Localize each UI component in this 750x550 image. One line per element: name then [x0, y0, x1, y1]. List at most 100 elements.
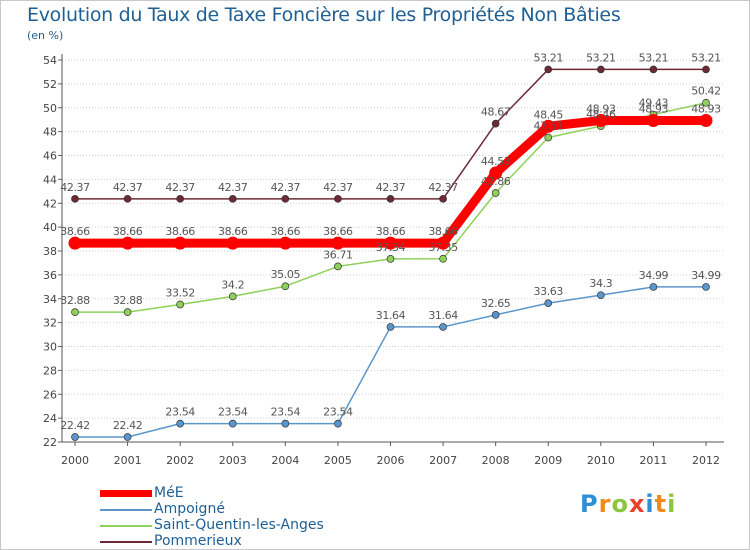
- data-point: [594, 114, 608, 128]
- y-tick-label: 54: [43, 54, 57, 67]
- legend-item: Saint-Quentin-les-Anges: [100, 517, 360, 534]
- data-point: [541, 119, 555, 133]
- data-label: 31.64: [376, 309, 406, 322]
- data-label: 23.54: [165, 406, 195, 419]
- data-label: 42.37: [428, 181, 458, 194]
- data-label: 42.37: [113, 181, 143, 194]
- data-point: [491, 189, 500, 197]
- legend-swatch: [100, 525, 152, 527]
- data-point: [226, 236, 240, 250]
- data-label: 38.66: [165, 225, 195, 238]
- data-point: [544, 133, 553, 142]
- data-label: 31.64: [428, 309, 458, 322]
- data-point: [491, 119, 500, 128]
- x-tick-label: 2012: [692, 454, 720, 467]
- data-label: 32.88: [113, 294, 143, 307]
- data-label: 38.66: [113, 225, 143, 238]
- legend-label: Ampoigné: [154, 501, 225, 517]
- x-tick-label: 2002: [166, 454, 194, 467]
- legend-label: Saint-Quentin-les-Anges: [154, 517, 324, 533]
- data-label: 34.99: [691, 269, 721, 282]
- data-label: 37.35: [428, 241, 458, 254]
- legend-item: MéE: [100, 485, 360, 502]
- data-label: 35.05: [271, 268, 301, 281]
- data-point: [281, 194, 290, 203]
- data-label: 38.66: [428, 225, 458, 238]
- data-point: [123, 194, 132, 203]
- data-point: [702, 65, 710, 74]
- proxiti-logo: Proxiti: [580, 490, 677, 518]
- data-point: [281, 419, 290, 428]
- data-point: [649, 283, 658, 291]
- data-label: 42.37: [376, 181, 406, 194]
- data-point: [596, 291, 605, 300]
- data-point: [699, 114, 713, 128]
- data-point: [386, 255, 395, 263]
- data-label: 32.88: [60, 294, 90, 307]
- data-label: 53.21: [586, 51, 616, 64]
- x-tick-label: 2001: [114, 454, 142, 467]
- data-label: 37.34: [376, 241, 406, 254]
- data-label: 38.66: [376, 225, 406, 238]
- data-point: [649, 65, 658, 74]
- data-point: [544, 65, 553, 74]
- data-label: 53.21: [691, 51, 721, 64]
- data-label: 42.37: [165, 181, 195, 194]
- legend-swatch: [100, 541, 152, 543]
- y-tick-label: 32: [43, 317, 57, 330]
- x-tick-label: 2008: [482, 454, 510, 467]
- data-point: [386, 323, 395, 331]
- data-label: 38.66: [60, 225, 90, 238]
- data-label: 42.86: [481, 175, 511, 188]
- legend-label: Pommerieux: [154, 533, 242, 549]
- data-label: 48.45: [534, 108, 564, 121]
- data-label: 42.37: [60, 181, 90, 194]
- data-label: 34.3: [589, 277, 612, 290]
- x-tick-label: 2005: [324, 454, 352, 467]
- data-point: [176, 194, 185, 203]
- data-label: 53.21: [639, 51, 669, 64]
- data-point: [702, 283, 710, 291]
- y-tick-label: 36: [43, 269, 57, 282]
- data-point: [121, 236, 135, 250]
- y-tick-label: 46: [43, 150, 57, 163]
- data-label: 44.53: [481, 155, 511, 168]
- y-tick-label: 48: [43, 126, 57, 139]
- y-tick-label: 22: [43, 436, 57, 449]
- y-tick-label: 28: [43, 364, 57, 377]
- data-point: [646, 114, 660, 128]
- data-point: [331, 236, 345, 250]
- data-label: 33.63: [534, 285, 564, 298]
- data-label: 38.66: [271, 225, 301, 238]
- y-tick-label: 42: [43, 197, 57, 210]
- data-point: [334, 194, 342, 203]
- data-point: [491, 311, 500, 319]
- data-label: 23.54: [218, 406, 248, 419]
- x-tick-label: 2007: [429, 454, 457, 467]
- data-point: [123, 308, 132, 316]
- data-label: 38.66: [218, 225, 248, 238]
- data-point: [173, 236, 187, 250]
- x-tick-label: 2004: [271, 454, 299, 467]
- data-label: 48.46: [586, 108, 616, 121]
- data-label: 22.42: [60, 419, 90, 432]
- data-label: 32.65: [481, 297, 511, 310]
- data-point: [436, 236, 450, 250]
- data-point: [228, 292, 237, 301]
- chart-title: Evolution du Taux de Taxe Foncière sur l…: [27, 4, 621, 26]
- data-point: [228, 194, 237, 203]
- data-label: 53.21: [534, 51, 564, 64]
- data-point: [278, 236, 292, 250]
- data-label: 49.43: [639, 97, 669, 110]
- data-point: [176, 300, 185, 309]
- x-tick-label: 2009: [534, 454, 562, 467]
- data-label: 48.67: [481, 106, 511, 119]
- y-tick-label: 50: [43, 102, 57, 115]
- data-point: [71, 308, 79, 316]
- y-unit-label: (en %): [27, 29, 64, 42]
- legend-item: Pommerieux: [100, 533, 360, 550]
- data-point: [334, 419, 342, 428]
- data-point: [176, 419, 185, 428]
- legend-item: Ampoigné: [100, 501, 360, 518]
